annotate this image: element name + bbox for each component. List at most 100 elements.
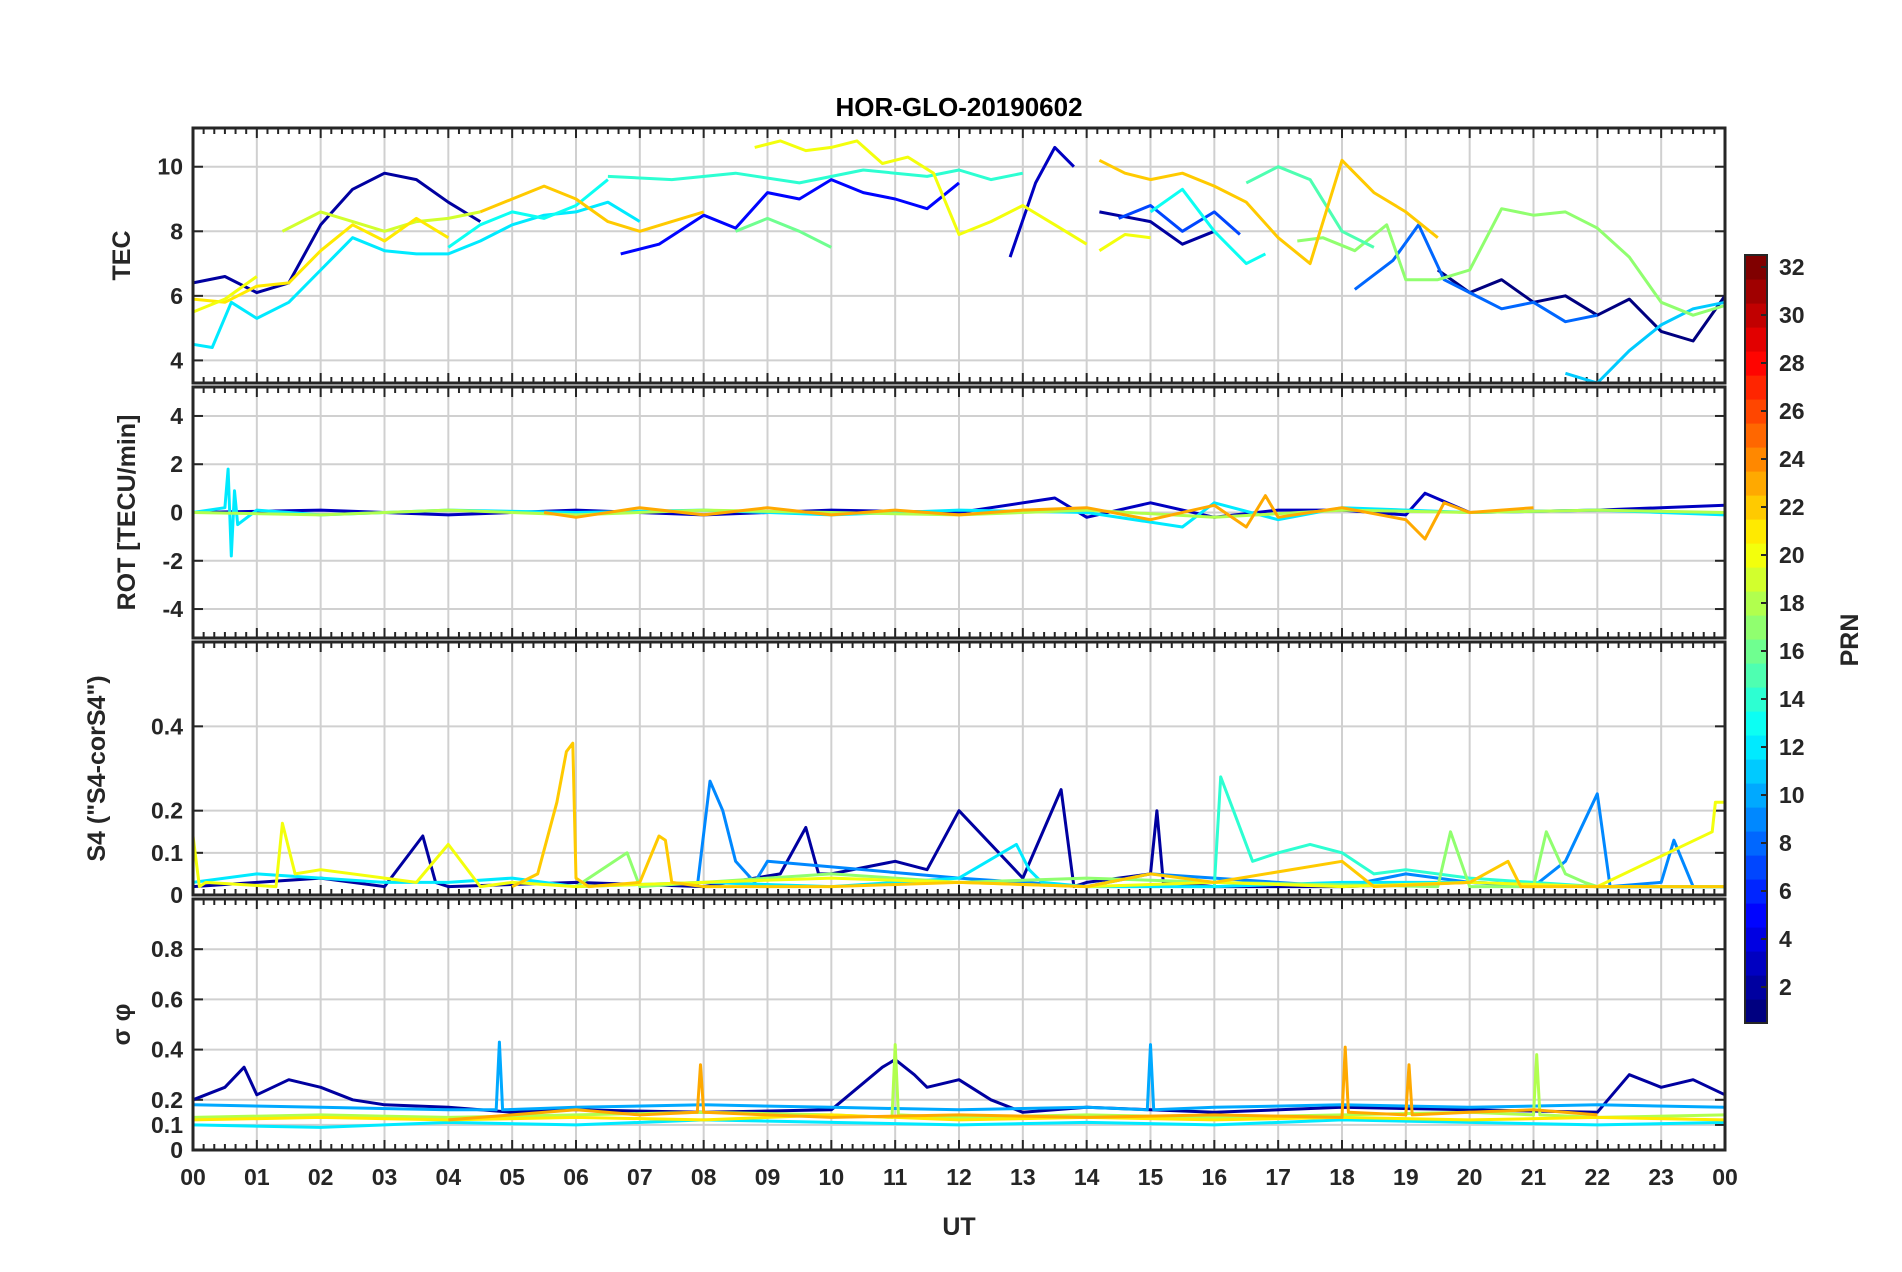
series-prn-12 [192, 1118, 1726, 1129]
panel-frame [191, 385, 1727, 640]
colorbar-tick-label: 30 [1779, 302, 1805, 328]
x-tick-label: 03 [372, 1164, 398, 1190]
panel-3: 0 0.1 0.2 0.4 S4 ("S4-corS4") [83, 640, 1727, 908]
colorbar-cell [1745, 855, 1767, 880]
y-tick-label: 0 [170, 1137, 183, 1163]
series-prn-23 [448, 1045, 1598, 1122]
colorbar-cell [1745, 879, 1767, 904]
colorbar-tick-label: 14 [1779, 686, 1805, 712]
x-tick-label: 01 [244, 1164, 270, 1190]
colorbar-cell [1745, 375, 1767, 400]
series-prn-5 [620, 178, 960, 256]
colorbar-cell [1745, 495, 1767, 520]
colorbar-cell [1745, 951, 1767, 976]
y-tick-label: 0 [170, 500, 183, 526]
colorbar-tick-label: 4 [1779, 926, 1792, 952]
series-prn-20 [1098, 233, 1151, 252]
y-tick-label: -4 [163, 596, 184, 622]
series-prn-19 [281, 210, 481, 233]
y-tick-label: 0.2 [151, 798, 183, 824]
y-tick-label: 0 [170, 882, 183, 908]
colorbar-cell [1745, 663, 1767, 688]
colorbar-tick-label: 24 [1779, 446, 1805, 472]
series-prn-2 [192, 171, 482, 295]
colorbar-cell [1745, 399, 1767, 424]
colorbar-cell [1745, 255, 1767, 280]
y-tick-label: 8 [170, 218, 183, 244]
y-tick-label: 0.2 [151, 1087, 183, 1113]
colorbar-cell [1745, 735, 1767, 760]
y-tick-label: 2 [170, 451, 183, 477]
colorbar-tick-label: 12 [1779, 734, 1805, 760]
y-tick-label: 0.1 [151, 840, 183, 866]
x-tick-label: 08 [691, 1164, 717, 1190]
series-prn-22 [1098, 158, 1439, 266]
series-prn-20 [192, 275, 258, 314]
colorbar-cell [1745, 831, 1767, 856]
colorbar-tick-label: 6 [1779, 878, 1792, 904]
colorbar-cell [1745, 519, 1767, 544]
colorbar-tick-label: 10 [1779, 782, 1805, 808]
y-tick-label: -2 [163, 548, 183, 574]
colorbar-label: PRN [1836, 614, 1864, 667]
colorbar-tick-label: 18 [1779, 590, 1805, 616]
series-prn-3 [1008, 145, 1075, 258]
x-tick-label: 11 [883, 1164, 908, 1190]
colorbar-cell [1745, 591, 1767, 616]
series-prn-15 [1245, 165, 1375, 249]
x-tick-label: 00 [1712, 1164, 1738, 1190]
series-prn-22 [511, 741, 1725, 889]
y-tick-label: 0.6 [151, 986, 183, 1012]
series-prn-8 [1353, 223, 1598, 324]
y-tick-label: 10 [157, 154, 183, 180]
colorbar-tick-label: 32 [1779, 254, 1805, 280]
x-tick-label: 00 [180, 1164, 206, 1190]
x-tick-label: 12 [946, 1164, 972, 1190]
y-axis-label: σ φ [108, 1004, 136, 1046]
colorbar-cell [1745, 303, 1767, 328]
colorbar-cell [1745, 327, 1767, 352]
x-tick-label: 02 [308, 1164, 334, 1190]
series-prn-12 [192, 842, 1725, 889]
panel-2: -4 -2 0 2 4 ROT [TECU/min] [113, 385, 1727, 640]
y-tick-label: 0.4 [151, 1037, 183, 1063]
series-prn-20 [191, 800, 1725, 889]
panel-4: 00.10.2 0.4 0.6 0.8 σ φ 00 01 02 03 04 05 06 07 08 09 1… [108, 897, 1738, 1190]
x-tick-label: 07 [627, 1164, 653, 1190]
series-prn-13 [1149, 187, 1267, 266]
series-prn-23 [543, 494, 1534, 541]
colorbar-tick-label: 22 [1779, 494, 1805, 520]
x-tick-label: 14 [1074, 1164, 1100, 1190]
colorbar-cell [1745, 351, 1767, 376]
y-axis-label: TEC [108, 231, 136, 281]
series-prn-7 [1118, 204, 1241, 236]
y-axis-label: S4 ("S4-corS4") [83, 675, 111, 861]
x-axis-label: UT [942, 1213, 975, 1241]
colorbar-tick-label: 2 [1779, 974, 1792, 1000]
colorbar-tick-label: 8 [1779, 830, 1792, 856]
x-tick-label: 04 [436, 1164, 462, 1190]
colorbar-cell [1745, 711, 1767, 736]
x-tick-label: 17 [1265, 1164, 1291, 1190]
x-tick-label: 05 [499, 1164, 525, 1190]
colorbar-tick-label: 16 [1779, 638, 1805, 664]
series-prn-16 [735, 216, 832, 249]
panel-frame [191, 640, 1727, 897]
panel-frame [191, 897, 1727, 1152]
x-tick-label: 20 [1457, 1164, 1483, 1190]
x-tick-label: 19 [1393, 1164, 1419, 1190]
x-tick-label: 09 [755, 1164, 781, 1190]
x-tick-label: 13 [1010, 1164, 1036, 1190]
colorbar-tick-label: 26 [1779, 398, 1805, 424]
y-tick-label: 0.4 [151, 713, 183, 739]
x-tick-label: 10 [819, 1164, 845, 1190]
x-tick-label: 23 [1648, 1164, 1674, 1190]
series-prn-11 [1564, 300, 1726, 385]
colorbar-cell [1745, 615, 1767, 640]
colorbar-cell [1745, 783, 1767, 808]
colorbar-cell [1745, 999, 1767, 1024]
x-tick-label: 22 [1585, 1164, 1611, 1190]
series-prn-21 [192, 216, 450, 304]
